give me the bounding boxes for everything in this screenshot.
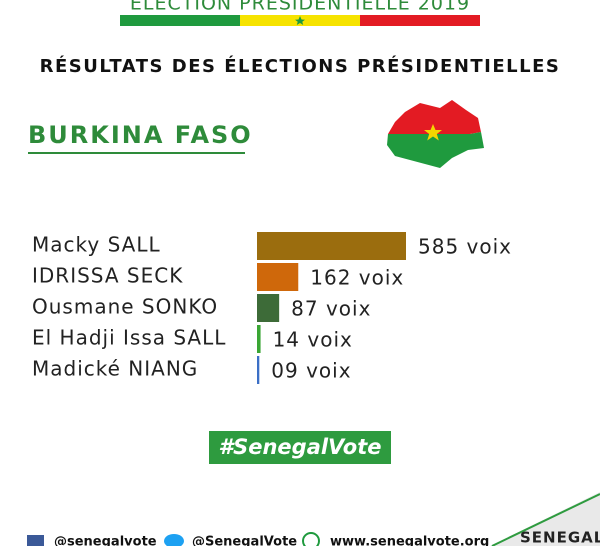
twitter-icon (164, 534, 184, 548)
bar (257, 325, 261, 353)
chart-title: RÉSULTATS DES ÉLECTIONS PRÉSIDENTIELLES (40, 55, 561, 77)
facebook-handle: @senegalvote (54, 535, 157, 547)
value-label: 14 voix (273, 328, 353, 352)
facebook-icon (27, 535, 44, 550)
banner-title: ÉLECTION PRÉSIDENTIELLE 2019 (130, 0, 470, 15)
website: www.senegalvote.org (330, 535, 489, 547)
country-map (387, 100, 484, 168)
twitter-handle: @SenegalVote (192, 535, 297, 547)
category-label: Macky SALL (32, 233, 161, 257)
corner-line (491, 493, 600, 547)
category-label: Madické NIANG (32, 357, 198, 381)
bar (257, 294, 280, 322)
web-icon (302, 532, 320, 550)
footer: @senegalvote @SenegalVote www.senegalvot… (27, 492, 600, 550)
category-label: IDRISSA SECK (32, 264, 183, 288)
value-label: 87 voix (291, 297, 371, 321)
value-label: 585 voix (418, 235, 512, 259)
bar (257, 232, 406, 260)
flag-stripe (120, 15, 480, 26)
hashtag: #SenegalVote (218, 435, 381, 459)
bar (257, 263, 299, 291)
category-label: Ousmane SONKO (32, 295, 218, 319)
corner-shape (490, 492, 600, 546)
value-label: 162 voix (310, 266, 404, 290)
value-label: 09 voix (271, 359, 351, 383)
hashtag-box (209, 431, 391, 464)
bar-chart: Macky SALL 585 voix IDRISSA SECK 162 voix Ou… (32, 232, 512, 384)
country-name: BURKINA FASO (28, 121, 253, 149)
bar (257, 356, 260, 384)
category-label: El Hadji Issa SALL (32, 326, 226, 350)
brand: SENEGAL (520, 529, 600, 547)
